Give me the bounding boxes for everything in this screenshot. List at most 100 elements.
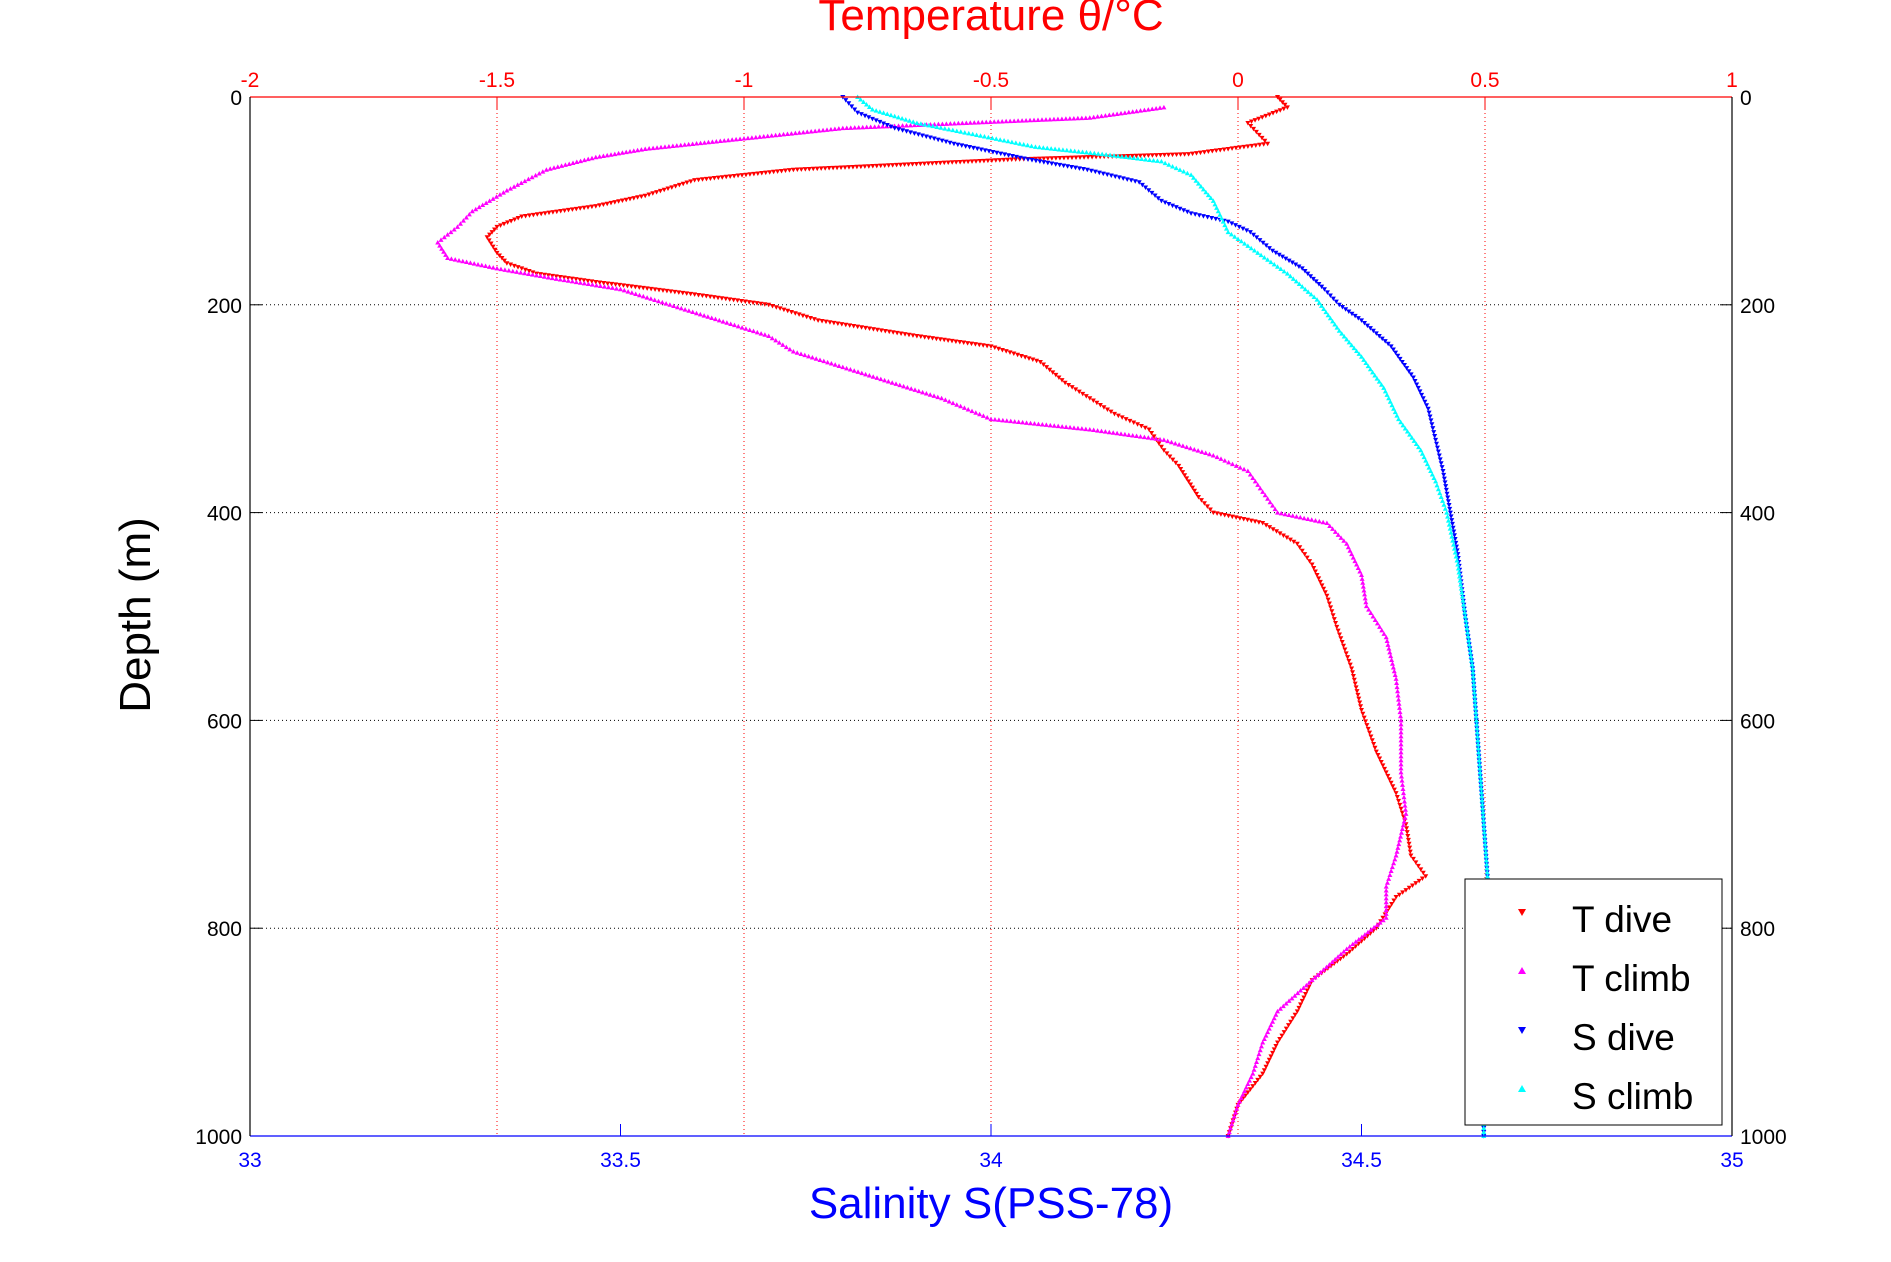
data-point xyxy=(1411,438,1417,443)
data-point xyxy=(1245,468,1251,474)
data-point xyxy=(860,124,866,130)
data-point xyxy=(1228,1125,1234,1131)
data-point xyxy=(709,139,715,144)
data-point xyxy=(1396,701,1402,706)
data-point xyxy=(500,190,506,195)
data-point xyxy=(499,256,505,261)
data-point xyxy=(895,114,901,120)
data-point xyxy=(890,163,896,168)
data-point xyxy=(1354,689,1360,694)
data-point xyxy=(546,210,552,216)
data-point xyxy=(585,156,591,162)
data-point xyxy=(1262,492,1268,498)
data-point xyxy=(1284,105,1290,110)
data-point xyxy=(1338,636,1344,641)
data-point xyxy=(638,194,644,200)
data-point xyxy=(938,125,944,130)
data-point xyxy=(1399,826,1405,832)
data-point xyxy=(1034,358,1040,364)
data-point xyxy=(1218,512,1224,517)
data-point xyxy=(1330,613,1336,618)
data-point xyxy=(713,138,719,144)
data-point xyxy=(911,131,917,136)
data-point xyxy=(873,108,879,113)
data-point xyxy=(1083,426,1089,432)
data-point xyxy=(1172,440,1178,446)
data-point xyxy=(1326,601,1332,607)
data-point xyxy=(1394,680,1400,685)
data-point xyxy=(650,191,656,196)
data-point xyxy=(1016,419,1022,424)
depth-tick-label-right: 0 xyxy=(1740,87,1752,110)
data-point xyxy=(1247,1087,1253,1092)
data-point xyxy=(1245,243,1251,248)
data-point xyxy=(1406,369,1412,374)
data-point xyxy=(1477,773,1483,779)
data-point xyxy=(1265,257,1271,262)
data-point xyxy=(1434,482,1440,488)
data-point xyxy=(809,355,815,360)
data-point xyxy=(700,177,706,182)
data-point xyxy=(877,109,883,114)
data-point xyxy=(1362,932,1368,937)
data-point xyxy=(1401,798,1407,804)
data-point xyxy=(1389,657,1395,662)
data-point xyxy=(1410,883,1416,888)
data-point xyxy=(1253,129,1259,135)
data-point xyxy=(1382,339,1388,344)
data-point xyxy=(1280,533,1286,538)
data-point xyxy=(1129,153,1135,159)
data-point xyxy=(1319,284,1325,290)
data-point xyxy=(589,204,595,210)
data-point xyxy=(1355,316,1361,321)
data-point xyxy=(1200,186,1206,192)
data-point xyxy=(870,374,876,379)
data-point xyxy=(747,327,753,332)
data-point xyxy=(1438,494,1444,500)
data-point xyxy=(1418,447,1424,453)
data-point xyxy=(566,161,572,166)
data-point xyxy=(719,175,725,180)
data-point xyxy=(939,138,945,144)
temperature-tick-label: -1 xyxy=(735,69,754,92)
data-point xyxy=(1476,749,1482,755)
data-point xyxy=(996,346,1002,352)
data-point xyxy=(496,253,502,258)
data-point xyxy=(558,209,564,214)
data-point xyxy=(1484,873,1490,879)
data-point xyxy=(486,264,492,269)
data-point xyxy=(832,362,838,367)
data-point xyxy=(1089,155,1095,160)
data-point xyxy=(754,329,760,335)
data-point xyxy=(1391,406,1397,411)
data-point xyxy=(1081,155,1087,160)
data-point xyxy=(666,143,672,149)
data-point xyxy=(735,173,741,179)
data-point xyxy=(933,336,939,342)
data-point xyxy=(1306,980,1312,985)
data-point xyxy=(1169,439,1174,445)
data-point xyxy=(1353,685,1359,690)
data-point xyxy=(978,133,984,138)
data-point xyxy=(1268,259,1274,265)
data-point xyxy=(814,166,820,172)
data-point xyxy=(961,340,967,346)
data-point xyxy=(1090,398,1096,404)
data-point xyxy=(1463,621,1469,627)
data-point xyxy=(1305,516,1311,521)
data-point xyxy=(464,259,470,265)
data-point xyxy=(914,120,920,125)
data-point xyxy=(1286,258,1292,264)
depth-tick-label-right: 600 xyxy=(1740,710,1775,733)
data-point xyxy=(1205,149,1211,155)
depth-tick-label-left: 0 xyxy=(230,87,242,110)
data-point xyxy=(1392,856,1398,862)
data-point xyxy=(1399,774,1405,779)
data-point xyxy=(1435,486,1441,492)
data-point xyxy=(1050,370,1056,375)
data-point xyxy=(1251,232,1257,238)
data-point xyxy=(1455,566,1461,571)
data-point xyxy=(942,397,948,402)
data-point xyxy=(1056,375,1062,381)
data-point xyxy=(1220,219,1226,224)
